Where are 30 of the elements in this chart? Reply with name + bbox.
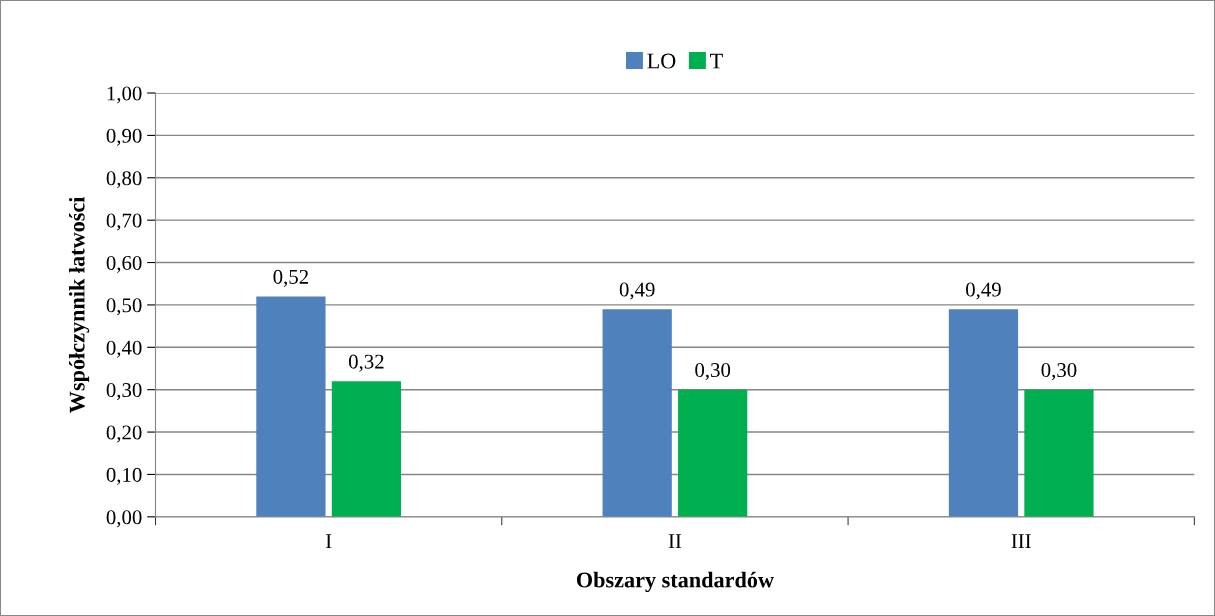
y-tick-label: 0,50 [106,298,142,316]
y-tick-label: 0,10 [106,467,142,485]
bar [256,296,326,517]
data-label: 0,52 [273,269,308,287]
y-tick-label: 0,80 [106,171,142,189]
bar [678,389,748,517]
y-tick-label: 0,60 [106,255,142,273]
bar [602,309,672,517]
x-tick-label: I [325,534,332,548]
bar [948,309,1019,517]
y-tick-label: 0,40 [106,340,142,358]
data-label: 0,49 [966,282,1001,300]
y-axis-title: Współczynnik łatwości [68,196,90,413]
bar [1024,389,1094,517]
y-tick-label: 0,00 [106,510,142,528]
y-tick-label: 1,00 [107,86,142,104]
x-axis-title: Obszary standardów [576,571,774,593]
data-label: 0,30 [1041,363,1077,381]
data-label: 0,30 [695,363,731,381]
x-tick-label: II [668,534,682,548]
x-tick-label: III [1011,534,1031,548]
legend-label: T [710,53,723,69]
bar [331,381,402,517]
y-tick-label: 0,20 [106,425,142,443]
legend-label: LO [647,53,676,69]
data-label: 0,49 [619,282,655,300]
data-label: 0,32 [348,354,384,372]
y-tick-label: 0,70 [106,213,142,231]
y-tick-label: 0,30 [106,383,142,401]
y-tick-label: 0,90 [106,128,142,146]
